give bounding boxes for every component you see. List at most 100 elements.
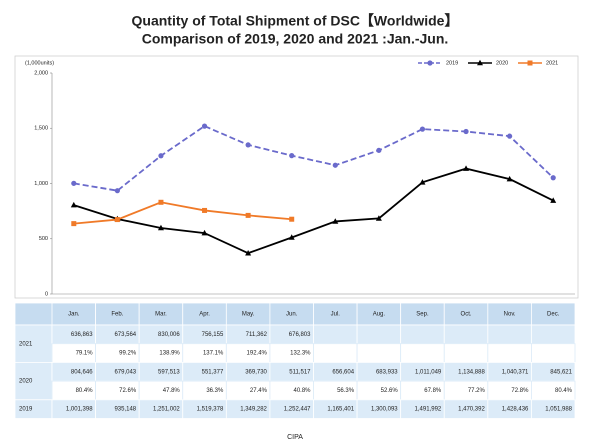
value-cell <box>400 324 445 345</box>
legend-label: 2021 <box>546 60 558 66</box>
marker <box>463 165 470 171</box>
ratio-text: 52.6% <box>381 388 399 394</box>
chart-subtitle: Comparison of 2019, 2020 and 2021 :Jan.-… <box>142 31 449 47</box>
marker <box>245 249 252 256</box>
value-text: 1,011,049 <box>415 369 442 375</box>
value-text: 683,933 <box>376 369 398 375</box>
y-tick-label: 2,000 <box>34 70 48 76</box>
ratio-text: 40.8% <box>293 388 311 394</box>
series-line <box>73 201 292 225</box>
ratio-text: 56.3% <box>337 388 355 394</box>
value-text: 830,006 <box>158 332 180 338</box>
ratio-text: 80.4% <box>555 388 573 394</box>
ratio-text: 99.2% <box>119 351 137 357</box>
ratio-text: 132.3% <box>290 351 311 357</box>
value-text: 1,051,988 <box>545 407 572 413</box>
header-label: Nov. <box>504 312 516 318</box>
ratio-text: 67.8% <box>424 388 442 394</box>
marker <box>114 217 120 223</box>
chart-frame <box>14 55 579 299</box>
row-label: 2019 <box>19 407 33 413</box>
value-cell <box>487 324 532 345</box>
ratio-text: 80.4% <box>76 388 94 394</box>
value-text: 1,165,401 <box>327 407 354 413</box>
value-text: 1,470,392 <box>458 407 485 413</box>
marker <box>332 218 339 224</box>
legend-marker <box>427 60 433 66</box>
value-text: 636,863 <box>71 332 93 338</box>
header-label: May. <box>242 312 255 318</box>
row-label: 2021 <box>19 341 33 347</box>
value-text: 1,001,398 <box>66 407 93 413</box>
marker <box>71 180 77 186</box>
marker <box>201 229 208 236</box>
marker <box>114 188 120 194</box>
ratio-cell <box>400 343 445 363</box>
header-label: Mar. <box>155 312 167 318</box>
value-cell <box>443 324 489 345</box>
ratio-text: 137.1% <box>203 351 224 357</box>
value-text: 1,428,436 <box>502 407 529 413</box>
header-label: Sep. <box>416 312 429 318</box>
ratio-cell <box>356 343 402 363</box>
header-label: Jul. <box>331 312 341 318</box>
y-tick-label: 0 <box>45 291 48 297</box>
y-tick-label: 500 <box>39 236 48 242</box>
marker <box>289 153 295 159</box>
ratio-cell <box>531 343 576 363</box>
value-text: 1,349,282 <box>240 407 267 413</box>
marker <box>376 147 382 153</box>
value-text: 656,604 <box>332 369 354 375</box>
value-text: 679,043 <box>114 369 136 375</box>
header-label: Feb. <box>111 312 123 318</box>
marker <box>419 126 426 132</box>
value-text: 597,513 <box>158 369 180 375</box>
header-label: Apr. <box>199 312 210 318</box>
ratio-cell <box>487 343 532 363</box>
marker <box>201 123 208 129</box>
value-cell <box>531 324 576 345</box>
header-label: Aug. <box>373 312 386 318</box>
value-text: 1,251,002 <box>153 407 180 413</box>
marker <box>550 175 556 181</box>
header-label: Dec. <box>547 312 560 318</box>
header-label: Jun. <box>286 312 298 318</box>
value-text: 1,134,888 <box>458 369 485 375</box>
legend-marker <box>477 59 483 66</box>
marker <box>157 224 164 231</box>
y-tick-label: 1,500 <box>34 126 48 132</box>
header-label: Oct. <box>461 312 472 318</box>
marker <box>550 197 557 203</box>
legend-label: 2020 <box>496 60 508 66</box>
ratio-text: 77.2% <box>468 388 486 394</box>
legend-marker <box>527 60 533 66</box>
series-line <box>73 125 554 192</box>
marker <box>158 199 164 205</box>
value-cell <box>531 399 576 419</box>
marker <box>419 179 426 185</box>
ratio-text: 72.8% <box>511 388 529 394</box>
marker <box>245 212 251 218</box>
marker <box>70 201 77 208</box>
ratio-text: 36.3% <box>206 388 224 394</box>
value-text: 845,621 <box>550 369 572 375</box>
ratio-text: 79.1% <box>76 351 94 357</box>
marker <box>202 207 208 213</box>
row-label: 2020 <box>19 379 33 385</box>
ratio-text: 47.8% <box>163 388 181 394</box>
marker <box>71 221 77 227</box>
value-text: 369,730 <box>245 369 267 375</box>
marker <box>507 133 513 139</box>
value-cell <box>313 324 358 345</box>
value-text: 676,803 <box>289 332 311 338</box>
marker <box>506 175 513 182</box>
value-text: 711,362 <box>246 332 268 338</box>
marker <box>375 215 382 221</box>
chart-title: Quantity of Total Shipment of DSC【Worldw… <box>132 13 459 29</box>
y-tick-label: 1,000 <box>34 181 48 187</box>
value-text: 756,155 <box>202 332 224 338</box>
ratio-cell <box>443 343 489 363</box>
header-label: Jan. <box>68 312 80 318</box>
legend-label: 2019 <box>446 60 458 66</box>
